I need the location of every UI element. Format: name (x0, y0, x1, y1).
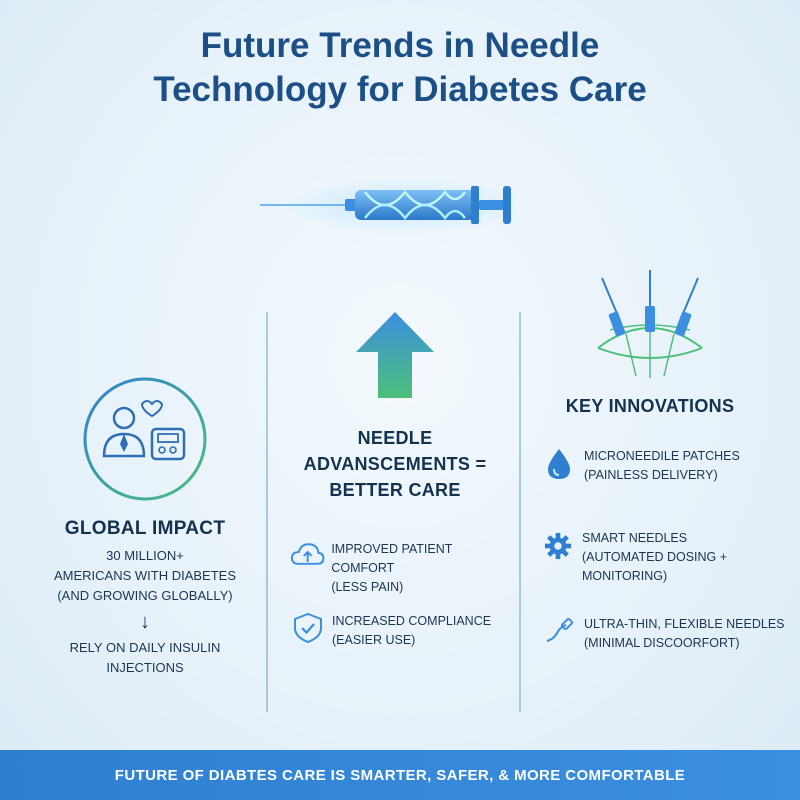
list-item-compliance: INCREASED COMPLIANCE (EASIER USE) (290, 612, 515, 650)
stat-line-1: 30 MILLION+ (106, 548, 184, 563)
shield-check-icon (294, 612, 322, 644)
droplet-icon (548, 449, 570, 479)
global-impact-section: GLOBAL IMPACT 30 MILLION+ AMERICANS WITH… (40, 518, 250, 678)
microneedle-line-1: MICRONEEDILE PATCHES (584, 449, 740, 463)
smart-needles-line-2: (AUTOMATED DOSING + MONITORING) (581, 550, 728, 583)
insulin-text: RELY ON DAILY INSULIN INJECTIONS (40, 638, 250, 678)
list-item-smart-needles: SMART NEEDLES (AUTOMATED DOSING + MONITO… (544, 529, 800, 586)
compliance-line-1: INCREASED COMPLIANCE (332, 614, 492, 628)
title-line-1: Future Trends in Needle (200, 26, 600, 65)
insulin-line-2: INJECTIONS (106, 660, 184, 675)
comfort-line-1: IMPROVED PATIENT COMFORT (331, 542, 453, 575)
arrow-up-icon (356, 312, 434, 398)
list-item-microneedle: MICRONEEDILE PATCHES (PAINLESS DELIVERY) (544, 447, 794, 485)
footer-banner: FUTURE OF DIABTES CARE IS SMARTER, SAFER… (0, 750, 800, 800)
diabetes-stats-text: 30 MILLION+ AMERICANS WITH DIABETES (AND… (40, 546, 250, 606)
compliance-text: INCREASED COMPLIANCE (EASIER USE) (332, 612, 491, 650)
ultra-thin-text: ULTRA-THIN, FLEXIBLE NEEDLES (MINIMAL DI… (584, 615, 785, 653)
three-needles-icon (597, 270, 703, 378)
page-title: Future Trends in Needle Technology for D… (0, 24, 800, 112)
title-line-2: Technology for Diabetes Care (153, 70, 647, 109)
column-divider-left (266, 312, 268, 712)
microneedle-line-2: (PAINLESS DELIVERY) (584, 468, 718, 482)
key-innovations-title: KEY INNOVATIONS (565, 396, 735, 416)
center-heading-line-3: BETTER CARE (329, 480, 461, 500)
flexible-needle-icon (546, 617, 574, 642)
ultra-thin-line-1: ULTRA-THIN, FLEXIBLE NEEDLES (584, 617, 785, 631)
microneedle-text: MICRONEEDILE PATCHES (PAINLESS DELIVERY) (584, 447, 740, 485)
footer-text: FUTURE OF DIABTES CARE IS SMARTER, SAFER… (114, 766, 686, 784)
cloud-upload-icon (290, 543, 325, 565)
list-item-ultra-thin: ULTRA-THIN, FLEXIBLE NEEDLES (MINIMAL DI… (544, 615, 794, 653)
compliance-line-2: (EASIER USE) (332, 633, 416, 647)
stat-line-2: AMERICANS WITH DIABETES (53, 568, 237, 583)
global-impact-heading: GLOBAL IMPACT (64, 518, 226, 539)
smart-needles-text: SMART NEEDLES (AUTOMATED DOSING + MONITO… (582, 529, 800, 586)
center-heading-line-2: ADVANSCEMENTS = (303, 454, 487, 474)
key-innovations-heading: KEY INNOVATIONS (535, 396, 765, 417)
ultra-thin-line-2: (MINIMAL DISCOORFORT) (584, 636, 740, 650)
needle-advancements-heading: NEEDLE ADVANSCEMENTS = BETTER CARE (290, 425, 500, 503)
dna-syringe-icon (260, 178, 525, 234)
center-heading-line-1: NEEDLE (357, 428, 433, 448)
arrow-down-icon: ↓ (140, 611, 150, 633)
comfort-line-2: (LESS PAIN) (331, 580, 404, 594)
stat-line-3: (AND GROWING GLOBALLY) (57, 588, 233, 603)
smart-needles-line-1: SMART NEEDLES (581, 531, 688, 545)
patient-monitor-icon (83, 377, 207, 501)
column-divider-right (519, 312, 521, 712)
insulin-line-1: RELY ON DAILY INSULIN (69, 640, 221, 655)
gear-icon (544, 532, 572, 560)
list-item-comfort: IMPROVED PATIENT COMFORT (LESS PAIN) (290, 540, 515, 597)
comfort-text: IMPROVED PATIENT COMFORT (LESS PAIN) (331, 540, 515, 597)
